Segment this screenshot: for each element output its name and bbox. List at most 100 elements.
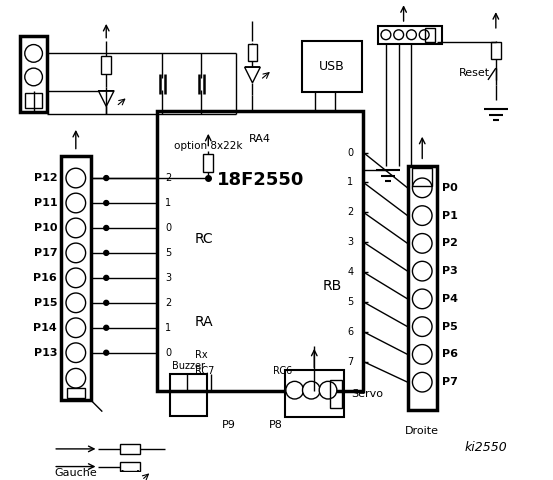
Text: 2: 2 [165,298,171,308]
Text: P0: P0 [442,183,458,193]
Text: RC: RC [195,232,213,246]
Text: P14: P14 [33,323,57,333]
Bar [285,371,344,418]
Circle shape [413,178,432,198]
Bar [413,168,432,186]
Text: 5: 5 [347,297,353,307]
Bar [408,166,437,409]
Text: 0: 0 [165,348,171,358]
Text: 1: 1 [165,323,171,333]
Text: P6: P6 [442,349,458,360]
Text: Gauche: Gauche [54,468,97,479]
Text: option 8x22k: option 8x22k [174,141,243,151]
Text: 7: 7 [347,357,353,367]
Circle shape [413,261,432,281]
Circle shape [66,268,86,288]
Text: Droite: Droite [405,426,439,436]
Circle shape [66,218,86,238]
Text: RB: RB [322,279,342,293]
Text: USB: USB [319,60,345,72]
Bar [491,42,501,60]
Text: Reset: Reset [458,68,489,78]
Text: RA: RA [195,315,213,329]
Circle shape [319,381,337,399]
Text: P3: P3 [442,266,458,276]
Text: 6: 6 [347,327,353,336]
Circle shape [413,345,432,364]
Text: P12: P12 [34,173,57,183]
Circle shape [413,317,432,336]
Circle shape [302,381,320,399]
Text: 3: 3 [165,273,171,283]
Circle shape [381,30,391,40]
Circle shape [104,226,109,230]
Circle shape [104,176,109,180]
Bar [61,156,91,400]
Text: P11: P11 [34,198,57,208]
Text: P9: P9 [222,420,236,431]
Text: P15: P15 [34,298,57,308]
Circle shape [66,293,86,312]
Circle shape [413,372,432,392]
Circle shape [413,289,432,309]
Circle shape [413,206,432,226]
Circle shape [104,276,109,280]
Text: P2: P2 [442,239,458,248]
Text: Servo: Servo [352,389,384,399]
Circle shape [66,168,86,188]
Circle shape [104,350,109,355]
Circle shape [66,343,86,362]
Text: P1: P1 [442,211,458,221]
Text: 2: 2 [347,207,353,217]
Circle shape [25,68,43,86]
Circle shape [104,201,109,205]
Bar [25,93,43,108]
Bar [204,155,213,172]
Bar [248,44,257,61]
Circle shape [104,325,109,330]
Bar [301,41,362,92]
Text: P10: P10 [34,223,57,233]
Bar [157,111,363,391]
Text: P5: P5 [442,322,458,332]
Text: 4: 4 [347,267,353,277]
Bar [378,26,442,44]
Text: P8: P8 [269,420,283,431]
Text: 1: 1 [165,198,171,208]
Circle shape [66,369,86,388]
Text: ki2550: ki2550 [465,442,508,455]
Circle shape [419,30,429,40]
Bar [67,388,85,398]
Text: Buzzer: Buzzer [172,361,205,372]
Text: P13: P13 [34,348,57,358]
Text: 0: 0 [347,147,353,157]
Circle shape [66,193,86,213]
Circle shape [286,381,304,399]
Circle shape [66,318,86,337]
Bar [20,36,48,112]
Text: 3: 3 [347,237,353,247]
Bar [425,28,435,42]
Circle shape [413,234,432,253]
Circle shape [394,30,404,40]
Bar [101,56,111,74]
Circle shape [406,30,416,40]
Text: P16: P16 [33,273,57,283]
Text: 0: 0 [165,223,171,233]
Circle shape [104,251,109,255]
Bar [120,444,139,454]
Text: RC6: RC6 [273,366,293,376]
Text: RC7: RC7 [195,366,214,376]
Text: 2: 2 [165,173,171,183]
Text: 1: 1 [347,178,353,187]
Text: P17: P17 [34,248,57,258]
Text: Rx: Rx [195,350,207,360]
Text: 18F2550: 18F2550 [217,171,304,189]
Circle shape [104,300,109,305]
Bar [330,380,342,408]
Text: P7: P7 [442,377,458,387]
Text: RA4: RA4 [249,134,272,144]
Circle shape [66,243,86,263]
Circle shape [25,45,43,62]
Bar [170,374,207,416]
